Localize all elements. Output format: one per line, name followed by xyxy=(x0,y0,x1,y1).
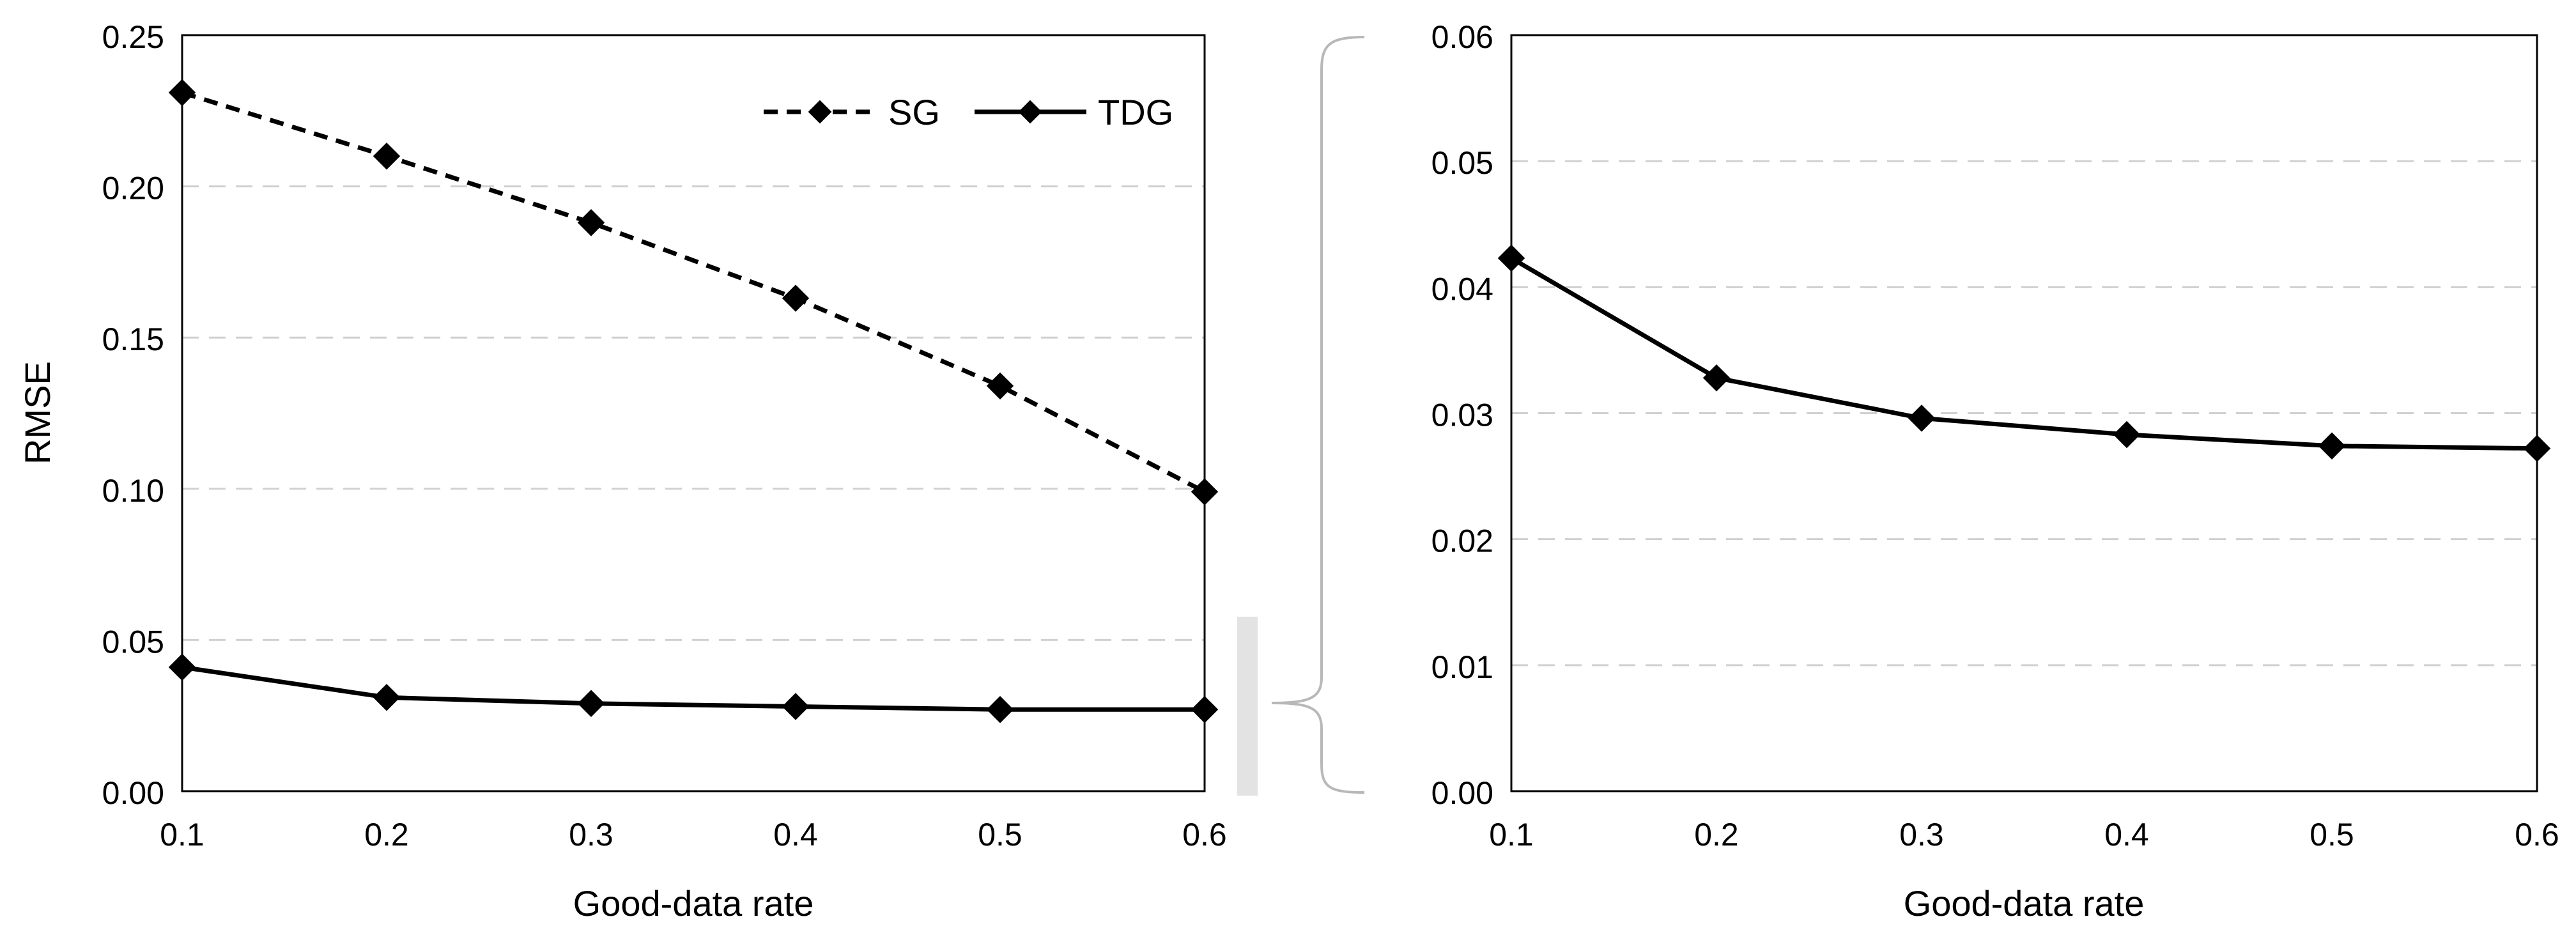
grid-right xyxy=(1511,160,2537,667)
y-tick-label-right-5: 0.05 xyxy=(1431,145,1493,181)
point-left-tdg-4 xyxy=(986,696,1014,723)
series-right xyxy=(1497,244,2551,462)
x-ticks-right: 0.1 0.2 0.3 0.4 0.5 0.6 xyxy=(1489,817,2559,853)
plot-frame-left xyxy=(181,34,1206,792)
y-tick-label-left-1: 0.05 xyxy=(102,624,164,660)
x-ticks-left: 0.1 0.2 0.3 0.4 0.5 0.6 xyxy=(160,817,1227,853)
chart-right: 0.000.010.020.030.040.050.06 0.1 0.2 0.3 0.… xyxy=(1431,19,2559,923)
y-tick-label-left-2: 0.10 xyxy=(102,473,164,509)
y-axis-title-left: RMSE xyxy=(17,361,58,465)
series-line-left-sg xyxy=(181,90,1206,494)
point-left-tdg-1 xyxy=(373,684,401,711)
point-left-sg-1 xyxy=(373,143,401,170)
grid-left xyxy=(182,185,1205,641)
x-axis-title-left: Good-data rate xyxy=(573,883,814,923)
zoom-bracket xyxy=(1271,36,1365,794)
y-tick-label-left-0: 0.00 xyxy=(102,775,164,811)
point-right-tdg-1 xyxy=(1702,364,1731,392)
point-left-tdg-3 xyxy=(782,693,810,720)
x-tick-label-right-4: 0.5 xyxy=(2310,817,2354,853)
legend-tdg-marker xyxy=(1018,100,1042,124)
y-tick-label-left-3: 0.15 xyxy=(102,321,164,357)
x-tick-label-right-5: 0.6 xyxy=(2515,817,2559,853)
legend-tdg-label: TDG xyxy=(1098,92,1173,132)
x-tick-label-left-3: 0.4 xyxy=(773,817,818,853)
point-left-tdg-2 xyxy=(577,690,605,717)
x-tick-label-left-1: 0.2 xyxy=(364,817,409,853)
point-right-tdg-2 xyxy=(1908,405,1936,432)
y-tick-label-right-0: 0.00 xyxy=(1431,775,1493,811)
y-tick-label-right-3: 0.03 xyxy=(1431,398,1493,433)
legend-sg-marker xyxy=(808,100,832,124)
x-tick-label-left-2: 0.3 xyxy=(569,817,613,853)
legend-sg-label: SG xyxy=(888,92,940,132)
x-tick-label-left-0: 0.1 xyxy=(160,817,204,853)
y-ticks-left: 0.00 0.05 0.10 0.15 0.20 0.25 xyxy=(102,19,164,811)
x-tick-label-right-2: 0.3 xyxy=(1899,817,1944,853)
plot-frame-right xyxy=(1510,34,2538,792)
point-left-sg-2 xyxy=(577,209,605,236)
x-tick-label-left-4: 0.5 xyxy=(978,817,1022,853)
x-tick-label-right-0: 0.1 xyxy=(1489,817,1534,853)
y-tick-label-right-1: 0.01 xyxy=(1431,649,1493,685)
x-tick-label-left-5: 0.6 xyxy=(1182,817,1227,853)
point-right-tdg-4 xyxy=(2318,432,2346,459)
series-line-right-tdg xyxy=(1510,256,2538,451)
series-left xyxy=(168,79,1219,723)
series-line-left-tdg xyxy=(181,665,1205,712)
y-ticks-right: 0.00 0.01 0.02 0.03 0.04 0.05 0.06 xyxy=(1431,19,1493,811)
point-left-sg-4 xyxy=(986,372,1014,400)
x-tick-label-right-1: 0.2 xyxy=(1694,817,1739,853)
y-tick-label-right-4: 0.04 xyxy=(1431,271,1493,307)
y-tick-label-left-5: 0.25 xyxy=(102,19,164,55)
x-tick-label-right-3: 0.4 xyxy=(2104,817,2149,853)
chart-left: 0.00 0.05 0.10 0.15 0.20 0.25 0.1 0.2 0.3 0.4 0.5… xyxy=(17,19,1227,923)
y-tick-label-right-6: 0.06 xyxy=(1431,19,1493,55)
point-left-sg-3 xyxy=(782,284,810,312)
zoom-region-bar xyxy=(1237,617,1258,796)
legend: SG TDG xyxy=(764,92,1173,132)
y-tick-label-left-4: 0.20 xyxy=(102,171,164,206)
x-axis-title-right: Good-data rate xyxy=(1904,883,2145,923)
y-tick-label-right-2: 0.02 xyxy=(1431,523,1493,559)
point-right-tdg-3 xyxy=(2113,421,2141,449)
